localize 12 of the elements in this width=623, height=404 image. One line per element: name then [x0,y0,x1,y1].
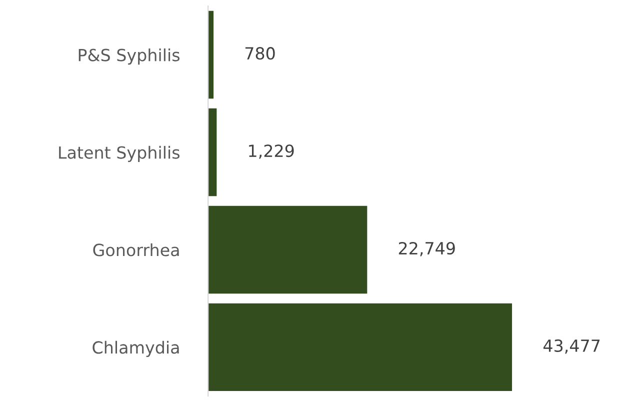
y-tick-label: Chlamydia [92,340,179,357]
data-label: 22,749 [398,242,455,256]
data-label: 1,229 [249,144,294,159]
y-tick-label: Latent Syphilis [59,146,180,162]
bar [208,303,512,392]
data-label: 43,477 [543,339,600,354]
bar [208,108,217,196]
bar [208,10,214,99]
y-tick-label: P&S Syphilis [78,48,180,65]
data-label: 780 [245,47,275,60]
y-tick-label: Gonorrhea [93,243,179,256]
bar [208,206,368,294]
